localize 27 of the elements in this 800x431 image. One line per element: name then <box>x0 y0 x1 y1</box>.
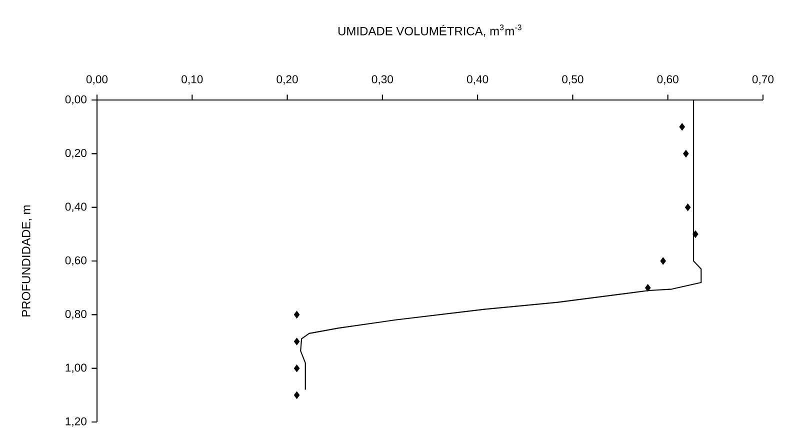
point <box>679 123 685 131</box>
x-tick-label: 0,60 <box>657 75 678 85</box>
point <box>692 230 698 238</box>
x-tick-label: 0,20 <box>276 75 298 85</box>
y-tick-label: 0,20 <box>65 148 87 158</box>
x-tick-label: 0,30 <box>372 75 394 85</box>
point <box>294 391 300 399</box>
x-tick-label: 0,40 <box>466 75 488 85</box>
point <box>660 257 666 265</box>
y-tick-label: 0,00 <box>65 95 87 105</box>
y-tick-label: 1,00 <box>66 364 87 373</box>
x-tick-label: 0,10 <box>182 75 203 85</box>
point <box>294 364 300 372</box>
x-tick-label: 0,50 <box>562 75 584 85</box>
y-axis-title: PROFUNDIDADE, m <box>22 205 32 316</box>
point <box>294 310 300 318</box>
y-tick-label: 0,40 <box>65 202 87 212</box>
y-tick-label: 1,20 <box>66 417 87 427</box>
x-tick-label: 0,00 <box>86 75 108 85</box>
x-axis-title: UMIDADE VOLUMÉTRICA, m$^{3}$m$^{-3}$ <box>338 24 522 37</box>
point <box>684 204 691 212</box>
x-tick-label: 0,70 <box>752 75 774 85</box>
point <box>683 150 689 158</box>
y-tick-label: 0,80 <box>65 310 87 320</box>
y-tick-label: 0,60 <box>65 256 87 266</box>
point <box>294 338 300 346</box>
point <box>645 284 651 292</box>
